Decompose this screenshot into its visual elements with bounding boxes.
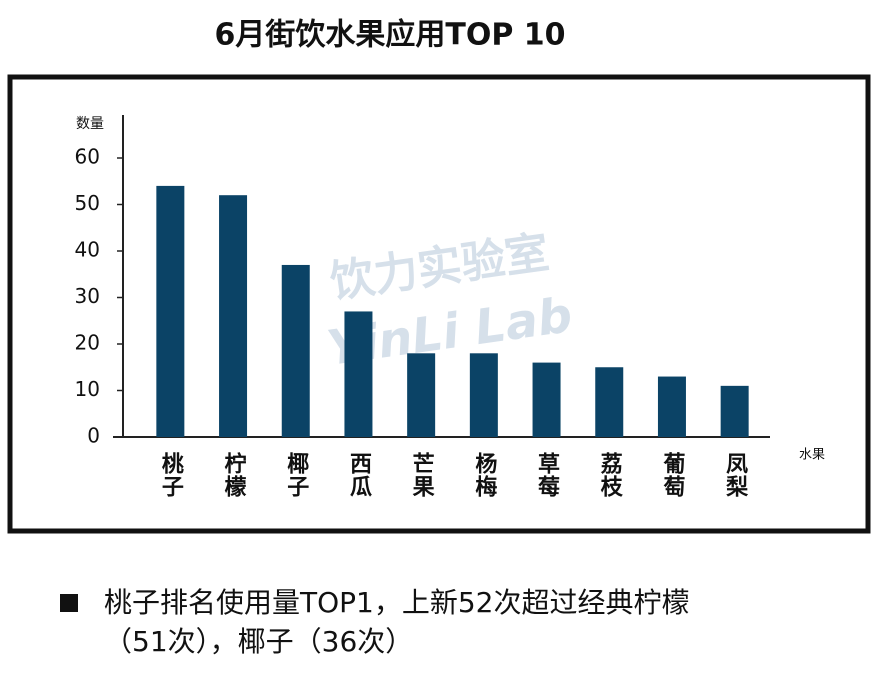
y-tick-label: 10 — [75, 377, 100, 401]
bullet — [60, 594, 78, 612]
x-tick-label: 柠檬 — [221, 451, 247, 498]
x-tick-label: 凤梨 — [722, 452, 748, 498]
x-tick-label: 桃子 — [158, 452, 184, 498]
bar — [532, 362, 561, 437]
y-tick-label: 20 — [75, 331, 100, 355]
bar — [344, 311, 373, 437]
note-text: 桃子排名使用量TOP1，上新52次超过经典柠檬 — [104, 586, 689, 619]
bar — [219, 195, 248, 437]
bar — [156, 185, 185, 437]
chart-title: 6月街饮水果应用TOP 10 — [214, 18, 565, 53]
y-tick-label: 40 — [75, 238, 100, 262]
bar — [595, 367, 624, 437]
x-axis-label: 水果 — [799, 448, 825, 463]
note-text: （51次），椰子（36次） — [104, 625, 413, 658]
bar — [469, 353, 498, 437]
x-tick-label: 椰子 — [283, 452, 309, 498]
y-tick-label: 0 — [87, 424, 100, 448]
bar — [407, 353, 436, 437]
y-tick-label: 50 — [75, 191, 100, 215]
x-tick-label: 芒果 — [409, 451, 435, 498]
y-axis-label: 数量 — [76, 116, 104, 132]
bar — [281, 264, 310, 437]
x-tick-label: 杨梅 — [471, 452, 497, 498]
x-tick-label: 葡萄 — [659, 452, 686, 498]
x-tick-label: 西瓜 — [346, 452, 372, 498]
y-tick-label: 60 — [75, 145, 100, 169]
chart-frame — [7, 74, 871, 534]
x-tick-label: 荔枝 — [597, 452, 623, 498]
x-tick-label: 草莓 — [534, 451, 560, 498]
y-tick-label: 30 — [75, 284, 100, 308]
bar — [657, 376, 686, 437]
bar — [720, 385, 749, 437]
